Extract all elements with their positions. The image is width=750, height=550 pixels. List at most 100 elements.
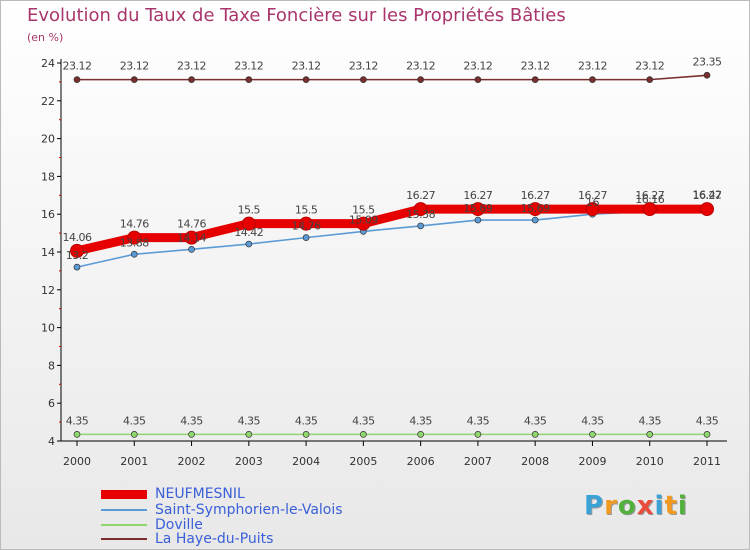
- data-label: 23.12: [120, 60, 149, 73]
- x-tick-label: 2010: [636, 455, 664, 468]
- y-tick-label: 24: [41, 57, 55, 70]
- data-point: [417, 222, 424, 230]
- data-label: 23.12: [63, 60, 92, 73]
- x-tick-label: 2002: [178, 455, 206, 468]
- legend-swatch: [101, 524, 147, 526]
- data-label: 4.35: [238, 414, 261, 427]
- y-tick-label: 14: [41, 246, 55, 259]
- data-label: 15.5: [238, 204, 261, 217]
- data-point: [642, 202, 657, 217]
- data-label: 16.27: [693, 189, 722, 202]
- data-label: 15.38: [406, 208, 435, 221]
- data-point: [417, 431, 424, 438]
- y-tick-label: 4: [48, 435, 55, 448]
- data-point: [302, 234, 310, 241]
- data-label: 4.35: [352, 414, 375, 427]
- data-point: [585, 202, 600, 217]
- x-tick-label: 2009: [578, 455, 606, 468]
- data-label: 4.35: [180, 414, 203, 427]
- x-tick-label: 2001: [120, 455, 148, 468]
- data-label: 4.35: [66, 414, 89, 427]
- data-point: [184, 230, 199, 245]
- legend-label: Doville: [155, 517, 203, 533]
- data-label: 4.35: [638, 414, 661, 427]
- y-tick-label: 20: [41, 133, 55, 146]
- data-point: [245, 76, 253, 83]
- data-label: 16.42: [693, 188, 722, 201]
- data-point: [70, 243, 84, 258]
- data-point: [73, 76, 81, 83]
- x-tick-label: 2007: [464, 455, 492, 468]
- data-label: 4.35: [524, 414, 547, 427]
- data-label: 16: [586, 196, 599, 209]
- data-label: 23.12: [635, 60, 664, 73]
- data-label: 23.12: [349, 60, 378, 73]
- data-point: [531, 76, 539, 83]
- data-label: 23.12: [292, 60, 321, 73]
- x-tick-label: 2011: [693, 455, 721, 468]
- data-point: [360, 76, 367, 83]
- x-tick-label: 2003: [235, 455, 263, 468]
- legend-item-saint-symphorien: Saint-Symphorien-le-Valois: [101, 502, 343, 518]
- data-label: 13.88: [120, 236, 149, 249]
- legend-item-neufmesnil: NEUFMESNIL: [101, 486, 245, 502]
- data-label: 14.76: [292, 220, 321, 233]
- data-point: [130, 76, 138, 83]
- data-point: [413, 202, 428, 217]
- x-tick-label: 2005: [349, 455, 377, 468]
- x-tick-label: 2008: [521, 455, 549, 468]
- data-label: 23.12: [406, 60, 435, 73]
- data-label: 4.35: [409, 414, 432, 427]
- data-label: 15.69: [463, 202, 492, 215]
- data-point: [474, 216, 482, 224]
- data-label: 15.69: [521, 202, 550, 215]
- y-tick-label: 18: [41, 170, 55, 183]
- series-line: [76, 74, 708, 81]
- data-label: 14.42: [234, 226, 263, 239]
- data-point: [589, 76, 596, 83]
- legend-label: NEUFMESNIL: [155, 486, 245, 502]
- data-point: [188, 431, 195, 438]
- legend-label: Saint-Symphorien-le-Valois: [155, 502, 343, 518]
- data-point: [245, 431, 253, 438]
- data-point: [646, 76, 654, 83]
- data-label: 23.12: [578, 60, 607, 73]
- data-label: 16.27: [463, 189, 492, 202]
- data-label: 16.27: [635, 189, 664, 202]
- data-point: [700, 202, 714, 217]
- data-point: [130, 431, 138, 438]
- data-label: 15.5: [352, 204, 375, 217]
- data-point: [130, 250, 138, 258]
- data-point: [302, 431, 310, 438]
- data-point: [360, 431, 367, 438]
- data-label: 14.06: [63, 231, 92, 244]
- series-line: [72, 204, 712, 256]
- data-label: 15.5: [295, 204, 318, 217]
- series-line: [76, 205, 708, 268]
- y-tick-label: 16: [41, 208, 55, 221]
- data-point: [474, 431, 482, 438]
- data-point: [241, 216, 256, 231]
- data-label: 4.35: [295, 414, 318, 427]
- data-label: 4.35: [467, 414, 490, 427]
- x-tick-label: 2004: [292, 455, 320, 468]
- data-label: 13.2: [66, 249, 89, 262]
- data-point: [127, 230, 142, 245]
- data-label: 14.76: [177, 218, 206, 231]
- data-point: [703, 71, 711, 79]
- legend-item-doville: Doville: [101, 517, 203, 533]
- data-label: 23.35: [693, 55, 722, 68]
- data-label: 16.16: [635, 193, 664, 206]
- data-point: [703, 431, 711, 438]
- data-label: 15.09: [349, 213, 378, 226]
- data-point: [302, 76, 310, 83]
- data-label: 23.12: [521, 60, 550, 73]
- x-tick-label: 2006: [407, 455, 435, 468]
- data-point: [417, 76, 424, 83]
- data-label: 23.12: [234, 60, 263, 73]
- data-label: 16.27: [578, 189, 607, 202]
- y-tick-label: 22: [41, 95, 55, 108]
- data-point: [531, 431, 539, 438]
- legend-swatch: [101, 538, 147, 540]
